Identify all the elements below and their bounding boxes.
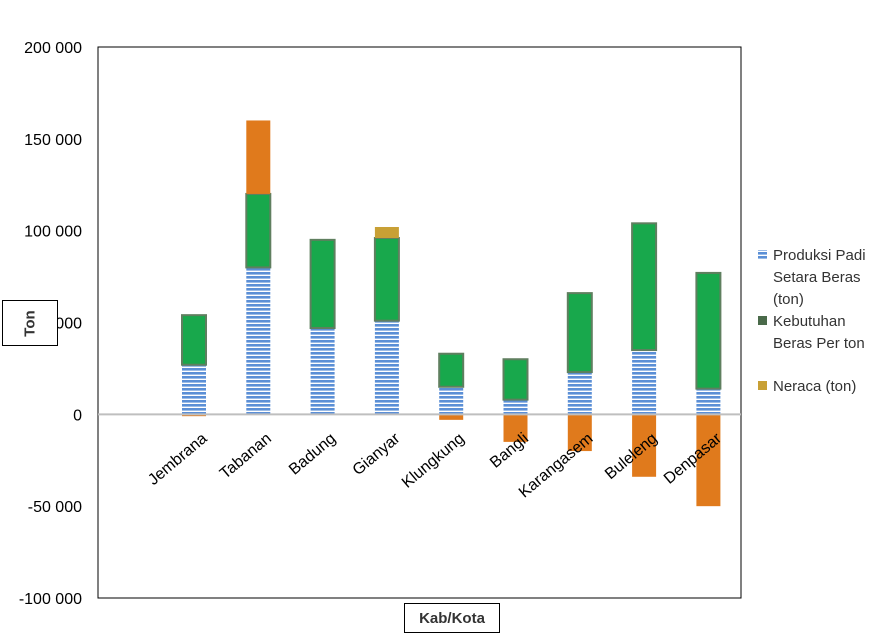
y-axis-title: Ton [2,300,58,346]
bar-neraca-denpasar [696,414,721,507]
bar-neraca-bangli [503,414,528,442]
bar-produksi-bangli [503,399,528,415]
legend-label: Neraca (ton) [773,378,856,395]
legend-swatch [758,381,767,390]
x-category-label: Klungkung [399,430,468,492]
legend: Produksi Padi Setara Beras (ton) Kebutuhan B… [758,247,866,395]
y-tick-label: -50 000 [28,499,82,516]
bar-kebutuhan-klungkung [438,352,465,388]
bar-kebutuhan-jembrana [181,314,207,366]
bar-kebutuhan-tabanan [245,192,272,269]
bar-neraca-klungkung [439,414,464,420]
bar-neraca-karangasem [567,414,592,452]
y-tick-label: 100 000 [24,224,82,241]
bar-kebutuhan-karangasem [566,292,593,374]
bar-produksi-tabanan [246,267,271,415]
bar-produksi-klungkung [439,386,464,415]
legend-swatch [758,316,767,325]
bar-produksi-badung [310,328,335,415]
bar-kebutuhan-denpasar [695,271,722,390]
bars [181,120,722,507]
y-tick-label: 0 [73,407,82,424]
legend-swatch [758,250,767,259]
bar-kebutuhan-bangli [502,358,529,401]
legend-label: Produksi Padi Setara Beras (ton) [773,247,866,308]
x-axis-title-text: Kab/Kota [419,609,485,627]
bar-kebutuhan-buleleng [631,222,658,352]
x-category-label: Jembrana [145,430,211,489]
bar-kebutuhan-badung [309,238,336,330]
y-tick-label: -100 000 [19,591,82,608]
x-axis-title: Kab/Kota [404,603,500,633]
bar-neraca-tabanan [246,120,271,194]
bar-produksi-jembrana [182,364,206,415]
bar-neraca-gianyar [374,226,399,239]
y-axis-title-text: Ton [21,309,39,337]
bar-neraca-buleleng [632,414,657,477]
x-category-label: Tabanan [217,430,275,482]
y-tick-label: 200 000 [24,40,82,57]
x-category-label: Gianyar [350,430,404,479]
bar-produksi-denpasar [696,388,721,415]
bar-kebutuhan-gianyar [373,237,400,322]
bar-produksi-gianyar [374,320,399,415]
bar-produksi-buleleng [632,350,657,415]
bar-produksi-karangasem [567,372,592,415]
legend-label: Kebutuhan Beras Per ton [773,313,865,352]
x-category-label: Badung [286,430,339,478]
plot-area [97,46,742,599]
y-tick-label: 150 000 [24,132,82,149]
